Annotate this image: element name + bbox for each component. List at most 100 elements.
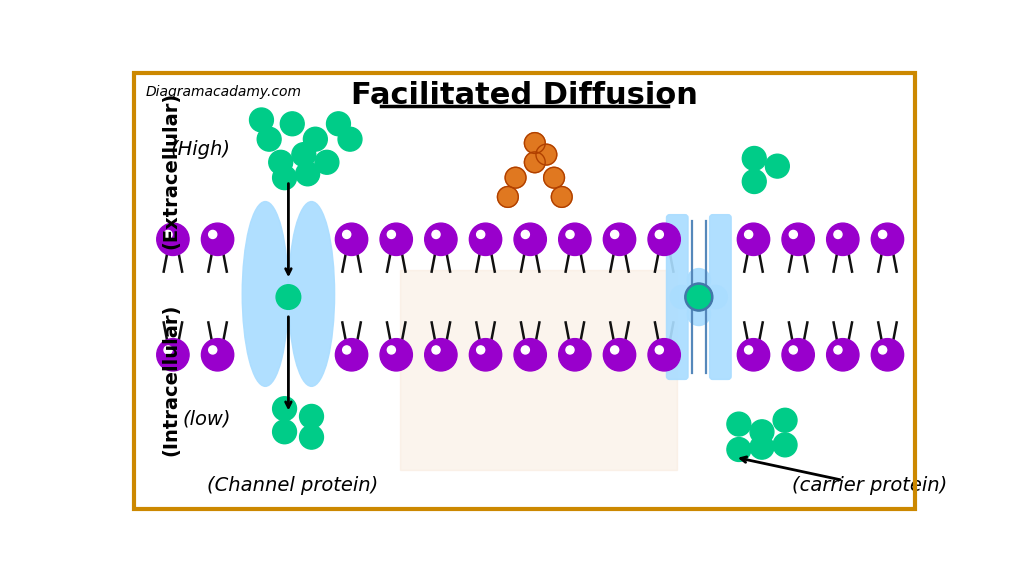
Circle shape xyxy=(268,150,293,174)
Circle shape xyxy=(871,223,903,256)
Text: (Intracellular): (Intracellular) xyxy=(161,304,180,456)
Circle shape xyxy=(566,346,574,354)
Circle shape xyxy=(744,346,753,354)
Circle shape xyxy=(300,404,324,429)
Circle shape xyxy=(750,435,774,459)
Circle shape xyxy=(300,425,324,449)
Circle shape xyxy=(834,230,842,238)
Circle shape xyxy=(655,230,664,238)
Circle shape xyxy=(338,127,361,151)
Circle shape xyxy=(727,438,751,461)
Circle shape xyxy=(524,132,545,153)
Text: (High): (High) xyxy=(171,140,230,159)
Circle shape xyxy=(648,223,680,256)
Circle shape xyxy=(469,223,502,256)
Circle shape xyxy=(336,339,368,371)
Ellipse shape xyxy=(705,286,727,309)
Circle shape xyxy=(202,223,233,256)
Circle shape xyxy=(281,112,304,136)
Circle shape xyxy=(524,152,545,173)
Circle shape xyxy=(296,162,319,186)
Circle shape xyxy=(343,230,351,238)
Circle shape xyxy=(315,150,339,174)
Circle shape xyxy=(164,346,172,354)
Circle shape xyxy=(742,146,766,170)
Text: (Channel protein): (Channel protein) xyxy=(207,476,378,495)
Circle shape xyxy=(603,339,636,371)
Circle shape xyxy=(387,346,395,354)
Circle shape xyxy=(765,154,790,178)
Circle shape xyxy=(521,346,529,354)
Circle shape xyxy=(559,339,591,371)
Circle shape xyxy=(551,187,572,207)
Circle shape xyxy=(655,346,664,354)
Circle shape xyxy=(272,166,297,190)
Circle shape xyxy=(566,230,574,238)
Circle shape xyxy=(782,223,814,256)
Circle shape xyxy=(514,223,547,256)
Circle shape xyxy=(425,223,457,256)
Circle shape xyxy=(610,346,618,354)
Circle shape xyxy=(498,187,518,207)
Circle shape xyxy=(603,223,636,256)
Circle shape xyxy=(521,230,529,238)
Ellipse shape xyxy=(671,286,693,309)
Circle shape xyxy=(879,230,887,238)
Circle shape xyxy=(292,143,315,166)
Circle shape xyxy=(209,346,217,354)
Circle shape xyxy=(343,346,351,354)
Circle shape xyxy=(610,230,618,238)
Circle shape xyxy=(879,346,887,354)
Circle shape xyxy=(505,167,526,188)
Circle shape xyxy=(544,167,564,188)
Circle shape xyxy=(871,339,903,371)
Circle shape xyxy=(476,346,484,354)
Circle shape xyxy=(387,230,395,238)
Circle shape xyxy=(744,230,753,238)
Circle shape xyxy=(202,339,233,371)
Circle shape xyxy=(272,420,297,444)
FancyBboxPatch shape xyxy=(667,215,688,380)
Circle shape xyxy=(648,339,680,371)
Ellipse shape xyxy=(289,202,335,386)
Circle shape xyxy=(559,223,591,256)
Circle shape xyxy=(157,223,189,256)
Circle shape xyxy=(303,127,328,151)
Circle shape xyxy=(737,339,770,371)
Ellipse shape xyxy=(687,268,711,291)
Text: (Extracellular): (Extracellular) xyxy=(161,92,180,249)
Circle shape xyxy=(209,230,217,238)
Circle shape xyxy=(685,283,713,310)
Ellipse shape xyxy=(243,202,289,386)
Circle shape xyxy=(164,230,172,238)
FancyBboxPatch shape xyxy=(400,270,677,470)
Circle shape xyxy=(782,339,814,371)
Circle shape xyxy=(773,433,797,457)
Circle shape xyxy=(432,230,440,238)
Circle shape xyxy=(826,223,859,256)
Circle shape xyxy=(834,346,842,354)
Circle shape xyxy=(425,339,457,371)
Circle shape xyxy=(276,285,301,309)
FancyBboxPatch shape xyxy=(710,215,731,380)
Text: (low): (low) xyxy=(182,409,230,428)
Circle shape xyxy=(536,144,557,165)
Circle shape xyxy=(476,230,484,238)
Circle shape xyxy=(250,108,273,132)
Circle shape xyxy=(514,339,547,371)
Circle shape xyxy=(750,420,774,444)
Ellipse shape xyxy=(687,302,711,325)
Circle shape xyxy=(327,112,350,136)
Circle shape xyxy=(272,397,297,420)
Circle shape xyxy=(157,339,189,371)
Text: (carrier protein): (carrier protein) xyxy=(793,476,947,495)
Circle shape xyxy=(737,223,770,256)
Circle shape xyxy=(826,339,859,371)
Circle shape xyxy=(469,339,502,371)
Circle shape xyxy=(727,412,751,436)
Circle shape xyxy=(773,408,797,432)
Circle shape xyxy=(790,230,798,238)
Circle shape xyxy=(742,169,766,194)
Circle shape xyxy=(790,346,798,354)
Circle shape xyxy=(432,346,440,354)
